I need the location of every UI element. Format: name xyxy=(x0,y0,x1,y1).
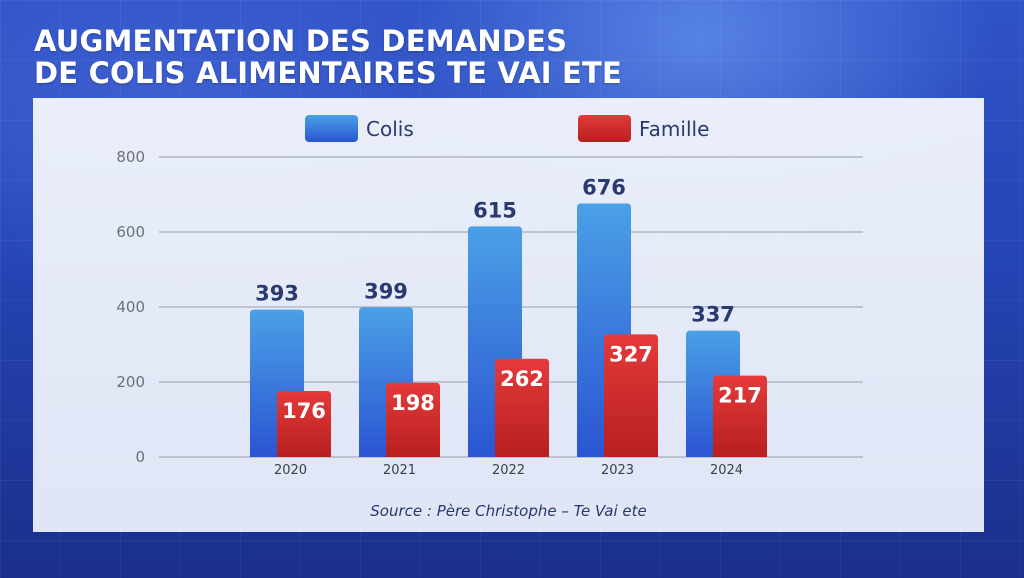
bar-famille-2020 xyxy=(277,391,331,457)
bar-famille-2022 xyxy=(495,358,549,457)
x-tick-label-2023: 2023 xyxy=(601,463,634,478)
y-tick-label-200: 200 xyxy=(116,373,145,391)
bar-chart: Colis Famille 393 176 399 198 615 262 676 327 337… xyxy=(116,115,863,478)
axes-labels: 0 200 400 600 800 2020 2021 2022 2023 2024 xyxy=(116,148,743,478)
chart-panel: Colis Famille 393 176 399 198 615 262 676 327 337… xyxy=(33,98,984,532)
data-label-famille-2022: 262 xyxy=(500,367,544,391)
data-label-colis-2021: 399 xyxy=(364,279,408,303)
data-label-colis-2022: 615 xyxy=(473,198,517,222)
y-tick-label-800: 800 xyxy=(116,148,145,166)
data-label-famille-2020: 176 xyxy=(282,399,326,423)
legend-swatch-colis xyxy=(305,115,358,142)
data-label-colis-2023: 676 xyxy=(582,176,626,200)
y-tick-label-600: 600 xyxy=(116,223,145,241)
y-tick-label-0: 0 xyxy=(135,448,145,466)
bars xyxy=(250,203,767,457)
y-tick-label-400: 400 xyxy=(116,298,145,316)
bar-famille-2023 xyxy=(604,334,658,457)
data-labels: 393 176 399 198 615 262 676 327 337 217 xyxy=(255,176,762,424)
data-label-famille-2024: 217 xyxy=(718,384,762,408)
data-label-colis-2024: 337 xyxy=(691,303,735,327)
bar-famille-2021 xyxy=(386,382,440,457)
source-note: Source : Père Christophe – Te Vai ete xyxy=(370,502,647,520)
data-label-famille-2023: 327 xyxy=(609,342,653,366)
data-label-famille-2021: 198 xyxy=(391,391,435,415)
x-tick-label-2022: 2022 xyxy=(492,463,525,478)
legend-label-colis: Colis xyxy=(366,117,414,141)
data-label-colis-2020: 393 xyxy=(255,282,299,306)
legend-label-famille: Famille xyxy=(639,117,709,141)
x-tick-label-2020: 2020 xyxy=(274,463,307,478)
x-tick-label-2024: 2024 xyxy=(710,463,743,478)
legend: Colis Famille xyxy=(305,115,709,142)
chart-title-line-1: AUGMENTATION DES DEMANDES xyxy=(34,24,568,58)
legend-swatch-famille xyxy=(578,115,631,142)
chart-title: AUGMENTATION DES DEMANDES DE COLIS ALIME… xyxy=(34,25,622,89)
x-tick-label-2021: 2021 xyxy=(383,463,416,478)
chart-title-line-2: DE COLIS ALIMENTAIRES TE VAI ETE xyxy=(34,56,622,90)
bar-famille-2024 xyxy=(713,375,767,457)
